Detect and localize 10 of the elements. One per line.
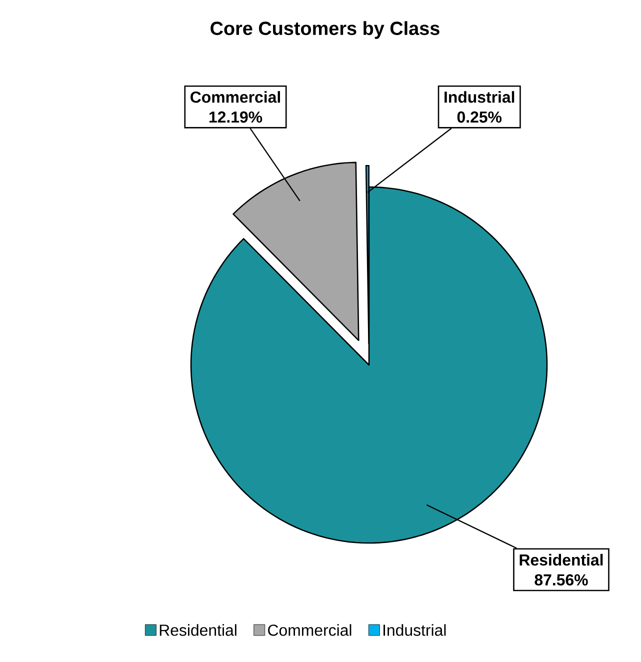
data-label: 87.56% — [534, 574, 588, 586]
slice-label: Residential — [520, 554, 603, 566]
slice-label: Commercial — [190, 91, 280, 103]
legend-label: Industrial — [384, 624, 446, 636]
legend-label: Commercial — [268, 624, 352, 636]
data-label: 12.19% — [209, 111, 262, 123]
data-label: 0.25% — [457, 111, 502, 123]
chart-title: Core Customers by Class — [210, 21, 440, 39]
slice-label: Industrial — [444, 91, 514, 103]
legend-label: Residential — [160, 624, 236, 636]
